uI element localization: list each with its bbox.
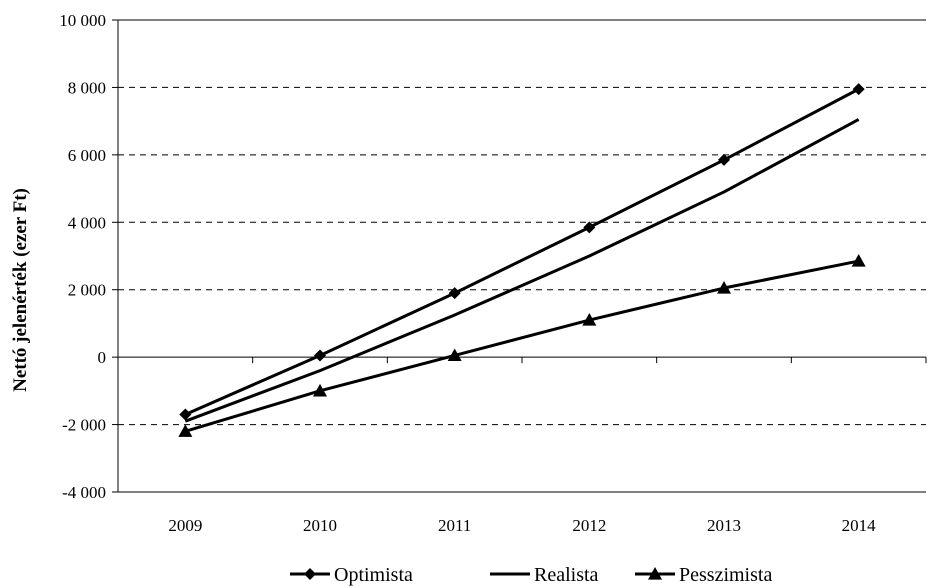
- x-tick-label: 2013: [707, 516, 741, 535]
- y-tick-label: 2 000: [68, 281, 106, 300]
- y-tick-label: 0: [98, 348, 107, 367]
- legend-item-optimista: Optimista: [290, 564, 413, 586]
- data-point-pesszimista: [717, 281, 731, 294]
- y-tick-labels: -4 000 -2 000 0 2 000 4 000 6 000 8 000 10 000: [59, 11, 106, 502]
- series-line-optimista: [184, 87, 860, 416]
- data-point-optimista: [448, 287, 461, 300]
- legend-marker-pesszimista: [648, 567, 662, 580]
- x-tick-labels: 2009 2010 2011 2012 2013 2014: [168, 516, 876, 535]
- y-tick-label: 6 000: [68, 146, 106, 165]
- legend-item-realista: Realista: [490, 564, 599, 586]
- legend-label-pesszimista: Pesszimista: [679, 564, 772, 586]
- x-tick-label: 2011: [438, 516, 471, 535]
- y-tick-label: 8 000: [68, 78, 106, 97]
- y-axis-label: Nettó jelenérték (ezer Ft): [10, 188, 31, 392]
- data-point-optimista: [583, 221, 596, 234]
- grid-lines: [118, 19, 926, 426]
- series-line-pesszimista: [184, 259, 859, 433]
- data-point-optimista: [718, 153, 730, 166]
- axes: [112, 19, 927, 493]
- legend-label-realista: Realista: [534, 564, 599, 586]
- y-tick-label: 4 000: [68, 213, 106, 232]
- x-tick-label: 2009: [168, 516, 202, 535]
- y-tick-label: -2 000: [62, 416, 106, 435]
- y-tick-label: -4 000: [62, 483, 106, 502]
- series-group: [178, 83, 866, 437]
- legend-label-optimista: Optimista: [334, 564, 413, 586]
- x-tick-label: 2014: [842, 516, 877, 535]
- data-point-optimista: [852, 83, 865, 96]
- x-tick-label: 2010: [303, 516, 337, 535]
- legend-marker-optimista: [304, 568, 316, 580]
- y-tick-label: 10 000: [59, 11, 106, 30]
- data-point-optimista: [179, 408, 192, 421]
- data-point-pesszimista: [313, 383, 327, 397]
- series-line-realista: [184, 118, 860, 423]
- data-point-pesszimista: [851, 254, 866, 267]
- data-point-pesszimista: [582, 313, 597, 326]
- legend: Optimista Realista Pesszimista: [290, 564, 772, 586]
- data-point-optimista: [314, 349, 326, 362]
- x-tick-label: 2012: [572, 516, 606, 535]
- legend-item-pesszimista: Pesszimista: [635, 564, 772, 586]
- data-point-pesszimista: [178, 424, 193, 437]
- data-point-pesszimista: [447, 348, 462, 362]
